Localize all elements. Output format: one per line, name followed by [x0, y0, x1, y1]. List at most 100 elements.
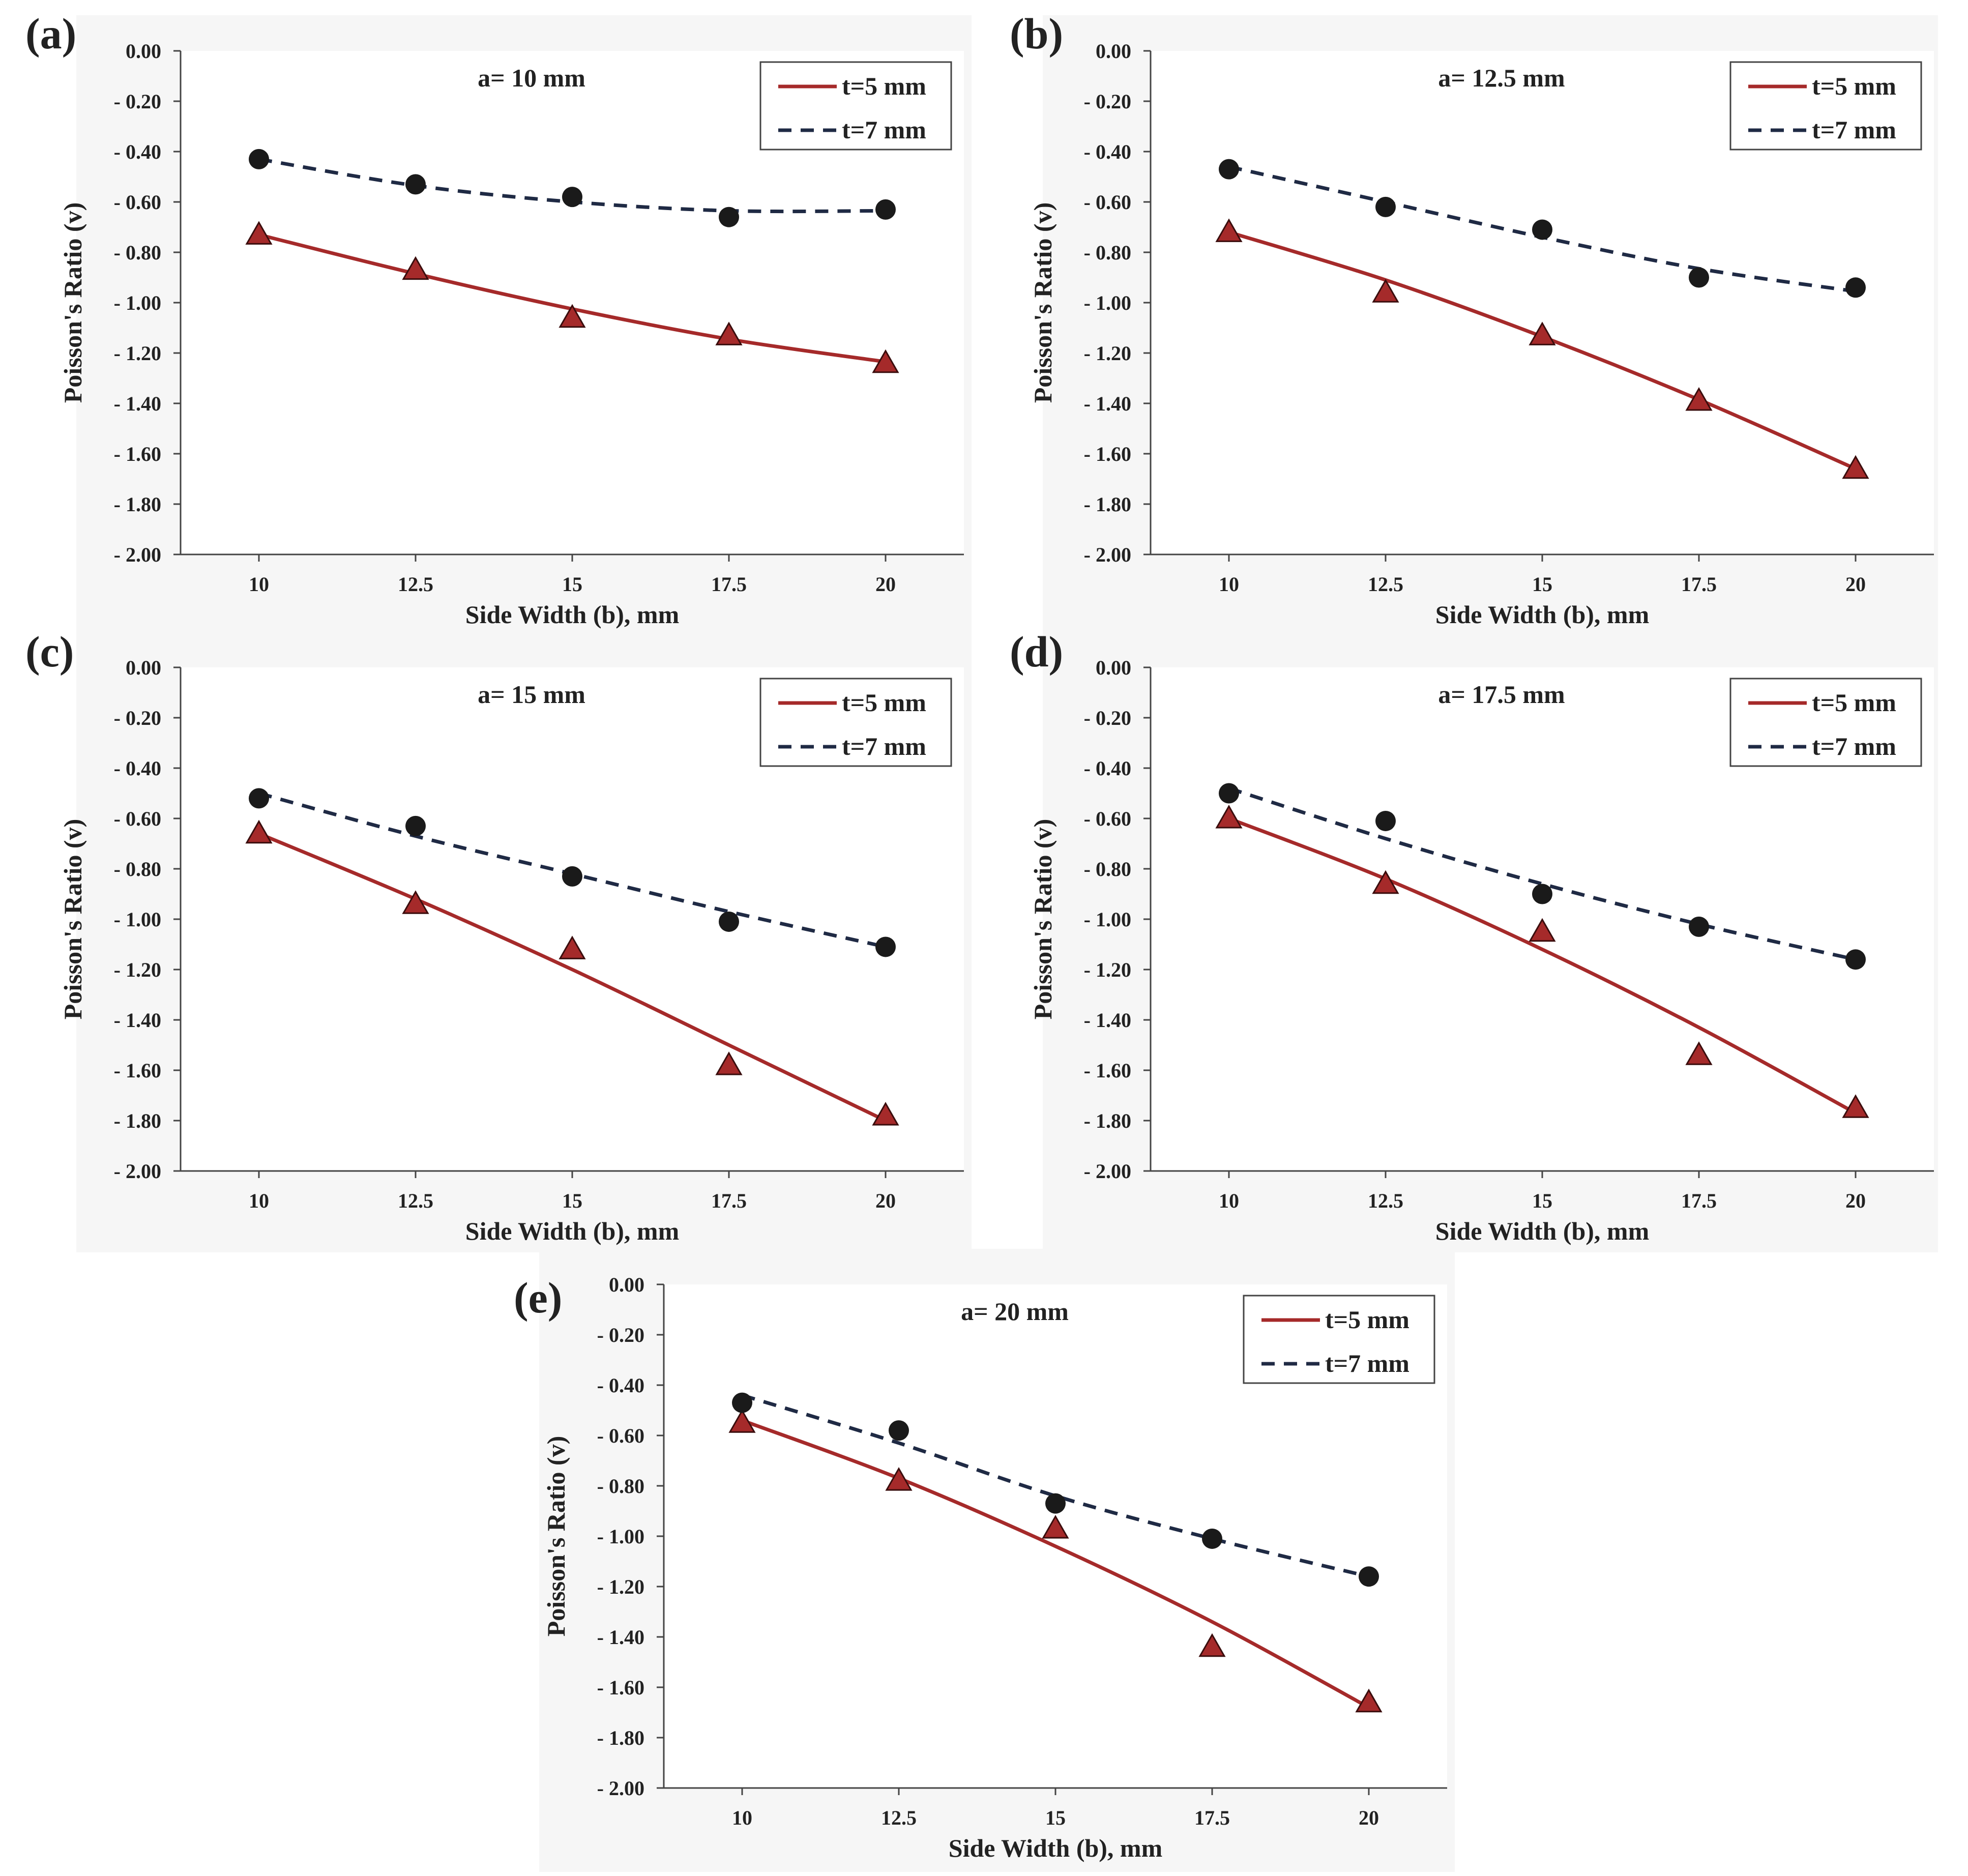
y-tick-label: - 0.60: [114, 807, 161, 830]
data-point-triangle: [1685, 1041, 1713, 1065]
y-tick-label: - 1.80: [1084, 1109, 1131, 1132]
data-point-circle: [719, 207, 739, 227]
x-tick-label: 10: [1219, 573, 1239, 596]
y-tick-label: - 1.60: [1084, 443, 1131, 465]
x-tick-label: 17.5: [1681, 1189, 1717, 1212]
y-axis-title: Poisson's Ratio (v): [1029, 819, 1057, 1019]
data-point-circle: [405, 174, 426, 195]
y-tick-label: - 0.80: [1084, 241, 1131, 264]
y-tick-label: - 1.20: [1084, 958, 1131, 981]
legend-box: [1729, 678, 1922, 767]
data-point-triangle: [715, 321, 743, 345]
y-tick-label: - 1.00: [597, 1525, 644, 1548]
x-tick-label: 15: [1045, 1806, 1066, 1829]
data-point-circle: [1219, 159, 1239, 180]
y-tick-label: - 0.40: [597, 1374, 644, 1397]
x-tick-label: 17.5: [1194, 1806, 1230, 1829]
data-point-triangle: [1842, 455, 1869, 479]
legend-box: [1243, 1295, 1435, 1384]
y-tick-label: - 1.20: [597, 1575, 644, 1598]
y-tick-label: - 0.60: [597, 1424, 644, 1447]
data-point-circle: [1532, 884, 1552, 904]
data-point-triangle: [885, 1467, 913, 1491]
x-tick-label: 10: [249, 1189, 269, 1212]
chart-panel-2: (b) 0.00 - 0.20 - 0.40 - 0.60 - 0.80 - 1.00 - 1…: [1010, 9, 1938, 636]
chart-title: a= 17.5 mm: [1438, 680, 1565, 709]
data-point-circle: [1045, 1493, 1066, 1514]
y-tick-label: - 1.80: [114, 493, 161, 516]
data-point-triangle: [402, 256, 429, 280]
data-point-triangle: [1215, 804, 1243, 829]
data-point-triangle: [1198, 1633, 1226, 1657]
x-tick-label: 17.5: [711, 573, 747, 596]
x-tick-label: 20: [875, 573, 896, 596]
y-tick-label: - 1.40: [1084, 1009, 1131, 1032]
y-tick-label: - 1.40: [114, 1009, 161, 1032]
x-axis-title: Side Width (b), mm: [1435, 1217, 1649, 1245]
y-tick-label: - 1.20: [1084, 342, 1131, 365]
legend-box: [759, 61, 952, 151]
x-tick-label: 20: [1845, 1189, 1866, 1212]
chart-panel-4: (d) 0.00 - 0.20 - 0.40 - 0.60 - 0.80 - 1.00 - 1…: [1010, 627, 1938, 1252]
data-point-circle: [249, 149, 269, 169]
legend-label: t=5 mm: [1325, 1305, 1409, 1334]
legend-label: t=7 mm: [842, 732, 926, 760]
series-line-t5: [1228, 816, 1857, 1115]
legend-label: t=7 mm: [1812, 732, 1896, 760]
y-tick-label: 0.00: [126, 656, 161, 679]
x-tick-label: 20: [875, 1189, 896, 1212]
legend-label: t=7 mm: [1325, 1349, 1409, 1377]
data-point-triangle: [1842, 1094, 1869, 1118]
legend-label: t=5 mm: [1812, 72, 1896, 100]
panel-label: (c): [25, 627, 74, 676]
y-tick-label: - 0.20: [597, 1324, 644, 1346]
x-axis-title: Side Width (b), mm: [1435, 600, 1649, 629]
legend-box: [759, 678, 952, 767]
y-tick-label: - 0.80: [114, 241, 161, 264]
data-point-circle: [562, 187, 582, 208]
x-tick-label: 17.5: [711, 1189, 747, 1212]
data-point-triangle: [1529, 918, 1556, 942]
data-point-triangle: [1355, 1688, 1383, 1713]
y-tick-label: - 1.00: [1084, 908, 1131, 931]
panel-label: (a): [25, 9, 76, 58]
chart-panel-3: (c) 0.00 - 0.20 - 0.40 - 0.60 - 0.80 - 1.00 - 1…: [25, 627, 972, 1252]
y-axis-title: Poisson's Ratio (v): [58, 819, 87, 1019]
y-tick-label: - 1.20: [114, 342, 161, 365]
chart-title: a= 10 mm: [478, 64, 585, 92]
y-tick-label: - 1.80: [1084, 493, 1131, 516]
data-point-circle: [405, 815, 426, 836]
y-tick-label: - 1.40: [114, 392, 161, 415]
x-tick-label: 12.5: [398, 573, 433, 596]
y-tick-label: - 0.80: [1084, 858, 1131, 881]
data-point-circle: [875, 936, 896, 957]
y-tick-label: - 2.00: [597, 1777, 644, 1800]
x-tick-label: 17.5: [1681, 573, 1717, 596]
data-point-circle: [1845, 277, 1866, 298]
x-axis-title: Side Width (b), mm: [949, 1834, 1162, 1862]
y-tick-label: - 0.60: [1084, 807, 1131, 830]
legend-label: t=5 mm: [1812, 688, 1896, 717]
series-line-t7: [741, 1393, 1369, 1578]
chart-title: a= 20 mm: [961, 1297, 1069, 1326]
data-point-triangle: [1042, 1515, 1069, 1539]
y-tick-label: - 0.40: [114, 140, 161, 163]
chart-panel-1: (a) 0.00 - 0.20 - 0.40 - 0.60 - 0.80 - 1.00 - 1…: [25, 9, 972, 636]
data-point-triangle: [559, 935, 586, 959]
chart-title: a= 15 mm: [478, 680, 585, 709]
y-tick-label: - 1.60: [1084, 1059, 1131, 1082]
y-tick-label: 0.00: [609, 1273, 644, 1296]
legend-label: t=5 mm: [842, 72, 926, 100]
y-tick-label: - 1.40: [597, 1626, 644, 1649]
data-point-circle: [1689, 916, 1709, 937]
y-tick-label: - 1.80: [597, 1726, 644, 1749]
x-tick-label: 15: [1532, 1189, 1552, 1212]
data-point-triangle: [715, 1051, 743, 1075]
y-tick-label: - 1.60: [114, 1059, 161, 1082]
series-line-t5: [741, 1419, 1370, 1709]
data-point-triangle: [728, 1409, 756, 1433]
data-point-triangle: [1372, 279, 1399, 303]
panel-label: (d): [1010, 627, 1063, 676]
x-tick-label: 12.5: [398, 1189, 433, 1212]
